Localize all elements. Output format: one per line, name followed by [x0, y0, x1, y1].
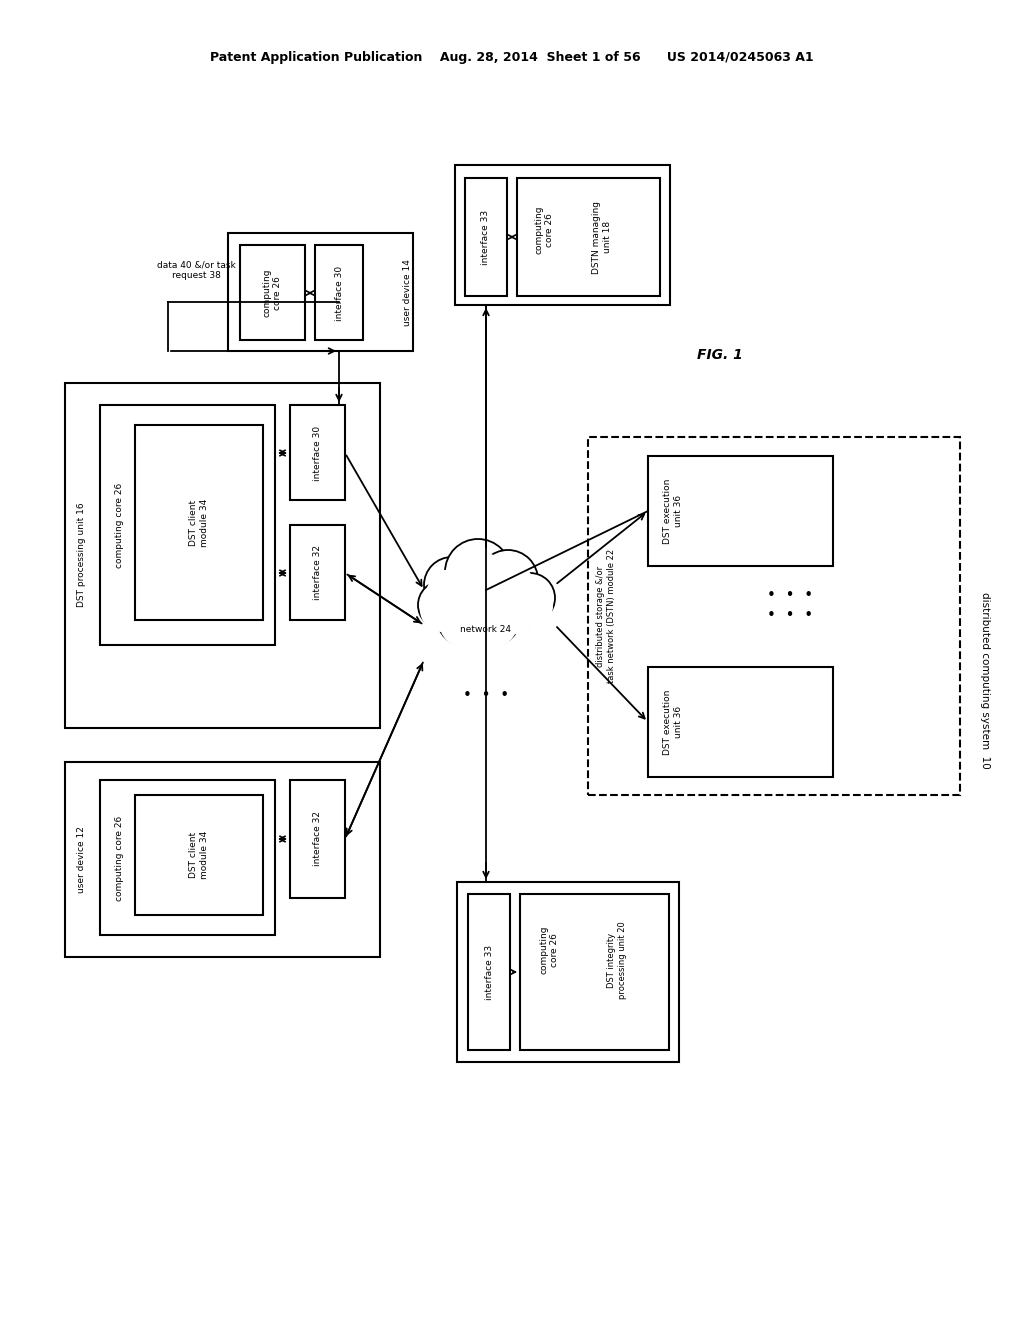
Bar [457, 882, 679, 1063]
Bar [648, 455, 833, 566]
Text: interface 30: interface 30 [335, 265, 343, 321]
Text: DST execution
unit 36: DST execution unit 36 [664, 689, 683, 755]
Text: •  •  •: • • • [463, 688, 509, 702]
Bar [65, 383, 380, 729]
Text: computing
core 26: computing core 26 [262, 269, 282, 317]
Circle shape [505, 573, 555, 623]
Circle shape [447, 550, 509, 612]
Bar [315, 246, 362, 341]
Bar [65, 762, 380, 957]
Circle shape [439, 597, 490, 648]
Bar [135, 795, 263, 915]
Bar [520, 894, 669, 1049]
Text: computing
core 26: computing core 26 [540, 925, 559, 974]
Bar [240, 246, 305, 341]
Circle shape [507, 583, 553, 630]
Text: DST client
module 34: DST client module 34 [189, 499, 209, 546]
Circle shape [420, 587, 464, 632]
Text: data 40 &/or task
request 38: data 40 &/or task request 38 [157, 260, 236, 280]
Circle shape [426, 569, 478, 620]
Text: computing core 26: computing core 26 [116, 482, 125, 568]
Bar [290, 780, 345, 898]
Bar [468, 894, 510, 1049]
Bar [290, 525, 345, 620]
Circle shape [445, 539, 511, 605]
Text: user device 12: user device 12 [78, 826, 86, 894]
Text: interface 33: interface 33 [484, 944, 494, 999]
Circle shape [464, 590, 520, 645]
Circle shape [478, 550, 538, 610]
Text: interface 32: interface 32 [312, 812, 322, 866]
Bar [135, 425, 263, 620]
Text: FIG. 1: FIG. 1 [697, 348, 742, 362]
Bar [290, 405, 345, 500]
Bar [648, 667, 833, 777]
Text: DST client
module 34: DST client module 34 [189, 830, 209, 879]
Bar [455, 165, 670, 305]
Text: interface 32: interface 32 [312, 545, 322, 601]
Circle shape [480, 562, 536, 618]
Bar [100, 780, 275, 935]
Circle shape [424, 557, 480, 612]
Text: DST execution
unit 36: DST execution unit 36 [664, 478, 683, 544]
Circle shape [437, 590, 493, 645]
Text: •  •  •: • • • [767, 587, 813, 602]
Text: Patent Application Publication    Aug. 28, 2014  Sheet 1 of 56      US 2014/0245: Patent Application Publication Aug. 28, … [210, 51, 814, 65]
Text: user device 14: user device 14 [403, 260, 413, 326]
Text: interface 30: interface 30 [312, 425, 322, 480]
Text: computing
core 26: computing core 26 [535, 206, 554, 255]
Circle shape [494, 587, 538, 632]
Circle shape [418, 581, 466, 630]
Text: network 24: network 24 [461, 626, 512, 635]
Bar [100, 405, 275, 645]
Text: DSTN managing
unit 18: DSTN managing unit 18 [592, 201, 611, 273]
Bar [588, 437, 961, 795]
Bar [228, 234, 413, 351]
Text: •  •  •: • • • [767, 607, 813, 623]
Text: interface 33: interface 33 [481, 210, 490, 264]
Text: distributed storage &/or
task network (DSTN) module 22: distributed storage &/or task network (D… [596, 549, 615, 682]
Bar [517, 178, 660, 296]
Bar [465, 178, 507, 296]
Text: computing core 26: computing core 26 [116, 816, 125, 900]
Text: distributed computing system  10: distributed computing system 10 [980, 591, 990, 768]
Text: DST integrity
processing unit 20: DST integrity processing unit 20 [607, 921, 627, 999]
Circle shape [496, 594, 536, 634]
Circle shape [466, 597, 518, 648]
Text: DST processing unit 16: DST processing unit 16 [78, 503, 86, 607]
